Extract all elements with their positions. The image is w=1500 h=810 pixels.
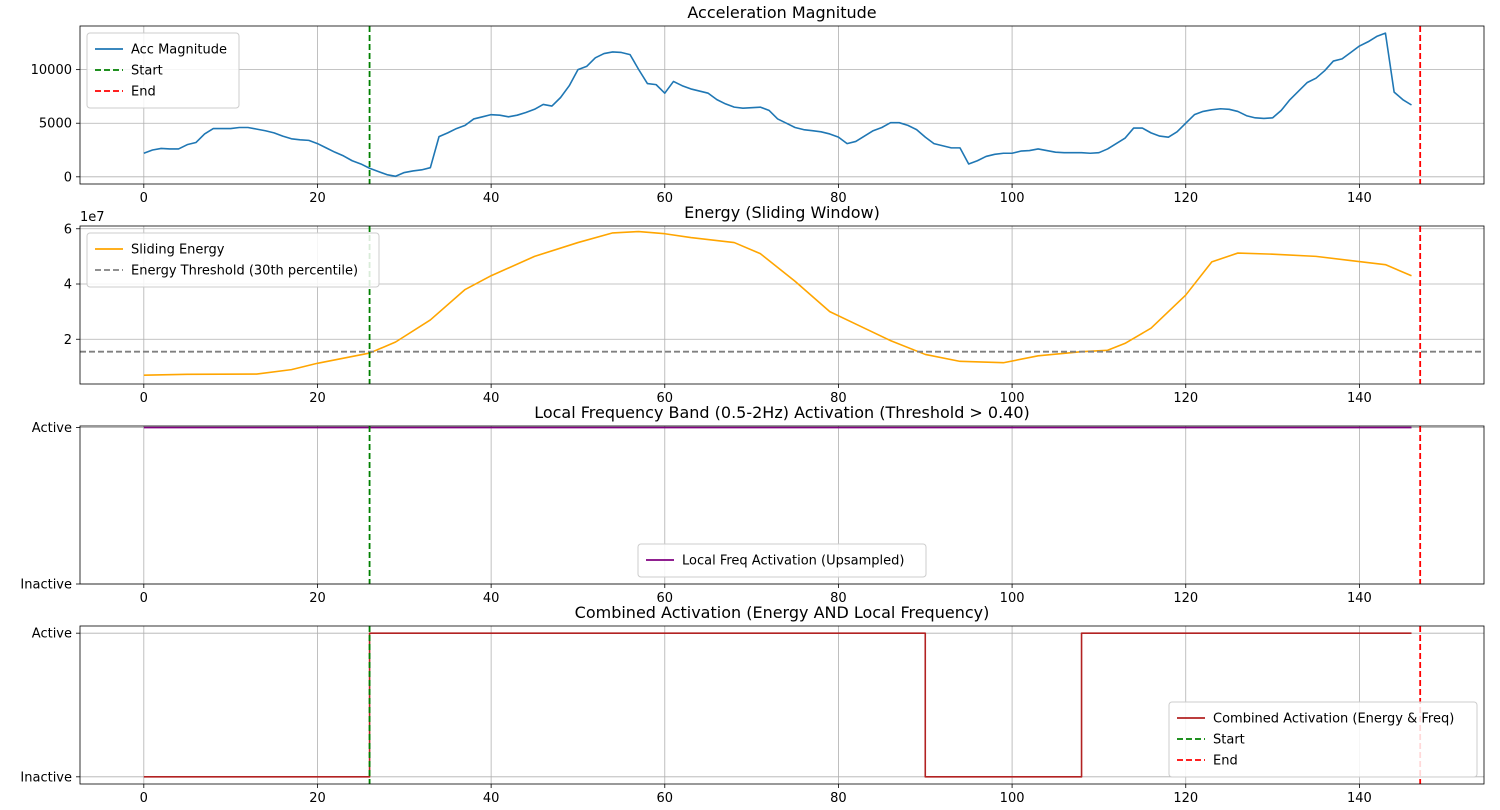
x-tick-label: 40: [483, 591, 500, 606]
y-tick-label: 0: [64, 170, 72, 185]
legend-label: Local Freq Activation (Upsampled): [682, 554, 904, 569]
legend-label: End: [131, 85, 156, 100]
subplot-title: Acceleration Magnitude: [687, 3, 876, 22]
axes-frame: [79, 625, 1485, 785]
y-offset-text: 1e7: [80, 210, 105, 225]
axes-frame: [79, 425, 1485, 585]
series-line: [143, 230, 1412, 376]
axes-frame: [79, 25, 1485, 185]
x-tick-label: 80: [830, 591, 847, 606]
x-tick-label: 100: [1000, 591, 1025, 606]
legend-label: Start: [1213, 733, 1245, 748]
legend-label: Start: [131, 64, 163, 79]
plot-area: [80, 226, 1484, 384]
subplot-4: 0 20 40 60 80 100 120 140 Inactive Active Combined…: [20, 603, 1485, 806]
y-tick-label: Inactive: [20, 578, 72, 593]
legend: Local Freq Activation (Upsampled): [637, 543, 927, 578]
legend-label: Acc Magnitude: [131, 43, 227, 58]
x-tick-label: 40: [483, 391, 500, 406]
plot-area: [143, 426, 1422, 584]
x-tick-label: 20: [309, 391, 326, 406]
y-tick-label: 5000: [39, 117, 72, 132]
y-tick-label: 10000: [31, 63, 72, 78]
legend: Combined Activation (Energy & Freq) Start…: [1168, 701, 1478, 778]
x-tick-label: 120: [1173, 791, 1198, 806]
legend-label: End: [1213, 754, 1238, 769]
legend-box: [86, 232, 380, 288]
legend-label: Sliding Energy: [131, 243, 225, 258]
y-tick-label: 6: [64, 222, 72, 237]
x-tick-label: 100: [1000, 191, 1025, 206]
x-tick-label: 140: [1347, 791, 1372, 806]
x-tick-label: 60: [657, 191, 674, 206]
x-tick-label: 120: [1173, 391, 1198, 406]
legend: Sliding Energy Energy Threshold (30th per…: [86, 232, 380, 288]
x-tick-label: 100: [1000, 791, 1025, 806]
subplot-1: 0 20 40 60 80 100 120 140 0 5000 10000 Acceleration…: [31, 3, 1485, 206]
plot-area: [143, 26, 1422, 184]
y-tick-label: Active: [32, 421, 72, 436]
subplot-title: Local Frequency Band (0.5-2Hz) Activatio…: [534, 403, 1030, 422]
subplot-title: Combined Activation (Energy AND Local Fr…: [575, 603, 990, 622]
axes-frame: [79, 225, 1485, 385]
x-tick-label: 80: [830, 191, 847, 206]
y-tick-label: Inactive: [20, 770, 72, 785]
legend-box: [86, 32, 240, 109]
x-tick-label: 0: [140, 391, 148, 406]
x-tick-label: 40: [483, 791, 500, 806]
x-tick-label: 60: [657, 591, 674, 606]
y-tick-label: 4: [64, 278, 72, 293]
legend: Acc Magnitude Start End: [86, 32, 240, 109]
y-tick-label: 2: [64, 333, 72, 348]
x-tick-label: 80: [830, 391, 847, 406]
subplot-3: 0 20 40 60 80 100 120 140 Inactive Active Local Fr…: [20, 403, 1485, 606]
x-tick-label: 0: [140, 791, 148, 806]
x-tick-label: 60: [657, 391, 674, 406]
subplot-2: 0 20 40 60 80 100 120 140 2 4 6 1e7 Energy (Sliding …: [64, 203, 1485, 406]
x-tick-label: 120: [1173, 591, 1198, 606]
x-tick-label: 140: [1347, 391, 1372, 406]
series-line: [143, 32, 1412, 178]
x-tick-label: 80: [830, 791, 847, 806]
x-tick-label: 20: [309, 591, 326, 606]
x-tick-label: 0: [140, 591, 148, 606]
x-tick-label: 120: [1173, 191, 1198, 206]
legend-box: [637, 543, 927, 578]
legend-box: [1168, 701, 1478, 778]
legend-label: Combined Activation (Energy & Freq): [1213, 712, 1454, 727]
x-tick-label: 20: [309, 791, 326, 806]
x-tick-label: 40: [483, 191, 500, 206]
y-tick-label: Active: [32, 627, 72, 642]
x-tick-label: 100: [1000, 391, 1025, 406]
x-tick-label: 0: [140, 191, 148, 206]
subplot-title: Energy (Sliding Window): [684, 203, 880, 222]
x-tick-label: 20: [309, 191, 326, 206]
legend-label: Energy Threshold (30th percentile): [131, 264, 358, 279]
x-tick-label: 60: [657, 791, 674, 806]
x-tick-label: 140: [1347, 591, 1372, 606]
x-tick-label: 140: [1347, 191, 1372, 206]
